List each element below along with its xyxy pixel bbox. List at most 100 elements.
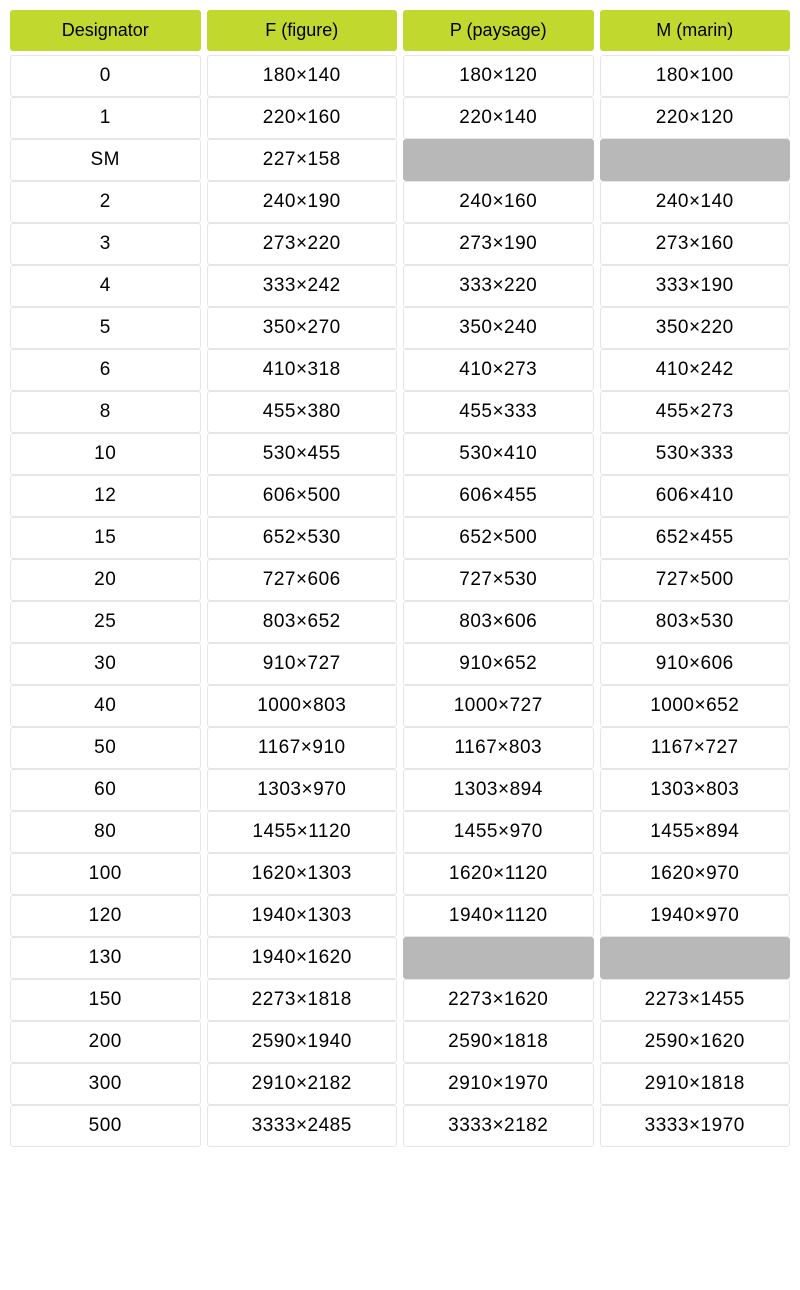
header-figure: F (figure) [207,10,398,51]
table-cell: 333×220 [403,265,594,307]
table-cell: SM [10,139,201,181]
header-marin: M (marin) [600,10,791,51]
table-cell: 2590×1620 [600,1021,791,1063]
table-cell: 2910×2182 [207,1063,398,1105]
table-cell: 333×190 [600,265,791,307]
table-cell: 5 [10,307,201,349]
table-cell: 1455×894 [600,811,791,853]
table-cell: 1940×970 [600,895,791,937]
table-row: 5350×270350×240350×220 [10,307,790,349]
table-cell: 606×410 [600,475,791,517]
table-cell: 606×455 [403,475,594,517]
table-cell [600,139,791,181]
table-cell: 1 [10,97,201,139]
table-cell: 1940×1120 [403,895,594,937]
table-cell: 1167×727 [600,727,791,769]
table-cell: 15 [10,517,201,559]
table-cell: 3333×1970 [600,1105,791,1147]
table-cell: 2273×1818 [207,979,398,1021]
table-cell: 200 [10,1021,201,1063]
size-table: Designator F (figure) P (paysage) M (mar… [10,10,790,1147]
table-cell: 12 [10,475,201,517]
table-cell: 652×530 [207,517,398,559]
table-row: 1301940×1620 [10,937,790,979]
table-cell: 1000×727 [403,685,594,727]
table-row: 20727×606727×530727×500 [10,559,790,601]
table-cell: 0 [10,55,201,97]
table-cell: 2590×1940 [207,1021,398,1063]
table-cell: 1620×970 [600,853,791,895]
table-cell: 50 [10,727,201,769]
table-cell: 20 [10,559,201,601]
table-cell: 1000×803 [207,685,398,727]
table-cell: 3333×2485 [207,1105,398,1147]
table-cell: 652×500 [403,517,594,559]
header-paysage: P (paysage) [403,10,594,51]
table-cell: 40 [10,685,201,727]
table-row: 8455×380455×333455×273 [10,391,790,433]
table-cell: 1303×803 [600,769,791,811]
table-row: SM227×158 [10,139,790,181]
table-cell: 1455×1120 [207,811,398,853]
table-cell: 240×190 [207,181,398,223]
table-row: 15652×530652×500652×455 [10,517,790,559]
table-cell: 410×318 [207,349,398,391]
table-cell: 652×455 [600,517,791,559]
table-row: 25803×652803×606803×530 [10,601,790,643]
table-cell: 1620×1303 [207,853,398,895]
table-cell: 8 [10,391,201,433]
table-row: 1502273×18182273×16202273×1455 [10,979,790,1021]
table-row: 2002590×19402590×18182590×1620 [10,1021,790,1063]
table-cell: 180×140 [207,55,398,97]
table-cell: 1000×652 [600,685,791,727]
table-cell: 2910×1970 [403,1063,594,1105]
table-cell: 30 [10,643,201,685]
table-row: 0180×140180×120180×100 [10,55,790,97]
table-cell: 300 [10,1063,201,1105]
table-cell: 333×242 [207,265,398,307]
table-row: 401000×8031000×7271000×652 [10,685,790,727]
table-cell: 803×606 [403,601,594,643]
table-row: 2240×190240×160240×140 [10,181,790,223]
table-cell: 240×140 [600,181,791,223]
table-cell: 240×160 [403,181,594,223]
table-cell: 150 [10,979,201,1021]
table-cell: 273×190 [403,223,594,265]
table-cell: 100 [10,853,201,895]
table-cell [403,937,594,979]
table-cell: 350×270 [207,307,398,349]
table-cell [600,937,791,979]
table-cell: 6 [10,349,201,391]
table-cell: 1940×1620 [207,937,398,979]
table-cell [403,139,594,181]
table-cell: 1455×970 [403,811,594,853]
table-cell: 3 [10,223,201,265]
table-cell: 1940×1303 [207,895,398,937]
table-cell: 2273×1455 [600,979,791,1021]
table-cell: 500 [10,1105,201,1147]
table-cell: 2 [10,181,201,223]
table-row: 601303×9701303×8941303×803 [10,769,790,811]
table-cell: 120 [10,895,201,937]
table-cell: 273×220 [207,223,398,265]
table-row: 5003333×24853333×21823333×1970 [10,1105,790,1147]
table-cell: 273×160 [600,223,791,265]
table-cell: 727×606 [207,559,398,601]
table-cell: 10 [10,433,201,475]
table-cell: 60 [10,769,201,811]
table-row: 3002910×21822910×19702910×1818 [10,1063,790,1105]
table-cell: 803×530 [600,601,791,643]
table-cell: 227×158 [207,139,398,181]
table-row: 4333×242333×220333×190 [10,265,790,307]
table-row: 30910×727910×652910×606 [10,643,790,685]
table-cell: 410×242 [600,349,791,391]
table-cell: 220×120 [600,97,791,139]
table-cell: 80 [10,811,201,853]
table-cell: 530×455 [207,433,398,475]
table-row: 1201940×13031940×11201940×970 [10,895,790,937]
header-designator: Designator [10,10,201,51]
table-cell: 910×727 [207,643,398,685]
table-cell: 910×606 [600,643,791,685]
table-cell: 910×652 [403,643,594,685]
table-cell: 455×380 [207,391,398,433]
